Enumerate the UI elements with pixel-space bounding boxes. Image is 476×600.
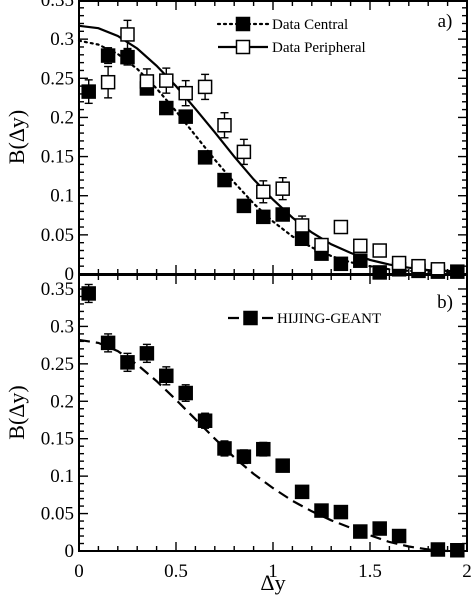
point-data-peripheral: [391, 255, 407, 271]
panel-a: 0 0.05 0.1 0.15 0.2 0.25 0.3 0.35 B(Δy) a) Data Ce…: [4, 0, 468, 285]
fit-curve-data-peripheral: [78, 24, 458, 273]
point-data-peripheral: [256, 184, 271, 200]
point-data-peripheral: [294, 218, 310, 233]
legend-marker: [235, 39, 251, 55]
y-tick-label: 0: [65, 264, 75, 285]
y-axis-title: B(Δy): [4, 385, 29, 439]
point-data-peripheral: [411, 258, 426, 274]
point-data-central: [275, 207, 290, 222]
x-tick-label: 1: [268, 561, 278, 582]
point-hijing-geant: [256, 441, 271, 457]
x-tick-label: 0.5: [164, 561, 188, 582]
point-hijing-geant: [178, 385, 193, 401]
point-data-central: [333, 256, 349, 272]
point-data-central: [217, 172, 232, 188]
y-tick-label: 0.25: [41, 68, 74, 89]
y-tick-label: 0: [65, 541, 75, 562]
point-hijing-geant: [275, 458, 290, 473]
point-data-peripheral: [197, 79, 213, 95]
x-tick-label: 0: [74, 561, 84, 582]
point-data-peripheral: [333, 219, 349, 235]
point-hijing-geant: [159, 368, 174, 384]
point-hijing-geant: [139, 346, 155, 361]
legend-marker: [235, 16, 251, 32]
x-axis-title: Δy: [260, 570, 285, 595]
point-hijing-geant: [353, 524, 368, 539]
point-data-peripheral: [353, 238, 368, 254]
point-hijing-geant: [197, 413, 213, 428]
y-tick-label: 0.1: [50, 186, 74, 207]
point-data-central: [450, 264, 465, 279]
point-data-peripheral: [217, 118, 232, 133]
point-data-central: [256, 209, 271, 225]
point-data-peripheral: [178, 85, 193, 101]
point-hijing-geant: [450, 543, 465, 558]
y-tick-label: 0.35: [41, 279, 74, 300]
point-data-peripheral: [275, 181, 290, 196]
point-hijing-geant: [372, 521, 387, 536]
point-hijing-geant: [430, 542, 446, 557]
y-tick-label: 0.3: [50, 29, 74, 50]
y-tick-label: 0.35: [41, 0, 74, 11]
panel-label: a): [438, 11, 453, 32]
x-tick-label: 2: [462, 561, 472, 582]
point-hijing-geant: [81, 286, 96, 301]
panel-label: b): [437, 292, 453, 313]
point-data-peripheral: [236, 144, 252, 160]
point-data-central: [353, 253, 368, 268]
x-tick-label: 1.5: [358, 561, 382, 582]
point-hijing-geant: [217, 441, 232, 456]
legend-label: HIJING-GEANT: [277, 311, 381, 327]
y-tick-label: 0.3: [50, 316, 74, 337]
point-data-central: [81, 84, 96, 99]
point-hijing-geant: [391, 528, 407, 544]
y-tick-label: 0.2: [50, 391, 74, 412]
point-data-central: [159, 100, 174, 116]
point-hijing-geant: [294, 484, 310, 500]
y-tick-label: 0.05: [41, 225, 74, 246]
point-data-central: [236, 198, 252, 214]
y-axis-title: B(Δy): [4, 110, 29, 164]
point-data-central: [178, 109, 193, 124]
y-tick-label: 0.15: [41, 147, 74, 168]
y-tick-label: 0.05: [41, 504, 74, 525]
plot-frame: [78, 274, 468, 552]
y-tick-label: 0.1: [50, 466, 74, 487]
legend-label: Data Central: [272, 17, 348, 33]
point-data-central: [100, 48, 116, 63]
point-data-peripheral: [139, 74, 155, 89]
point-hijing-geant: [236, 449, 252, 464]
point-hijing-geant: [333, 504, 349, 520]
y-tick-label: 0.15: [41, 429, 74, 450]
point-data-peripheral: [314, 237, 329, 253]
fit-curve-data-central: [77, 39, 459, 274]
point-data-central: [372, 265, 387, 280]
y-tick-label: 0.25: [41, 354, 74, 375]
point-data-peripheral: [430, 262, 446, 277]
point-hijing-geant: [120, 355, 135, 370]
point-data-central: [120, 49, 135, 65]
legend-marker: [243, 310, 258, 326]
y-tick-label: 0.2: [50, 107, 74, 128]
point-hijing-geant: [314, 503, 329, 518]
point-data-peripheral: [120, 27, 135, 42]
panel-b: 0 0.05 0.1 0.15 0.2 0.25 0.3 0.35 0 0.5 1 1.5 2 B(Δy)…: [4, 274, 472, 595]
point-data-peripheral: [100, 74, 116, 90]
point-data-peripheral: [159, 73, 174, 88]
point-data-central: [197, 150, 213, 165]
fit-curve-hijing-geant: [78, 338, 458, 553]
point-hijing-geant: [100, 335, 116, 351]
legend-label: Data Peripheral: [272, 40, 366, 56]
point-data-peripheral: [372, 243, 387, 258]
